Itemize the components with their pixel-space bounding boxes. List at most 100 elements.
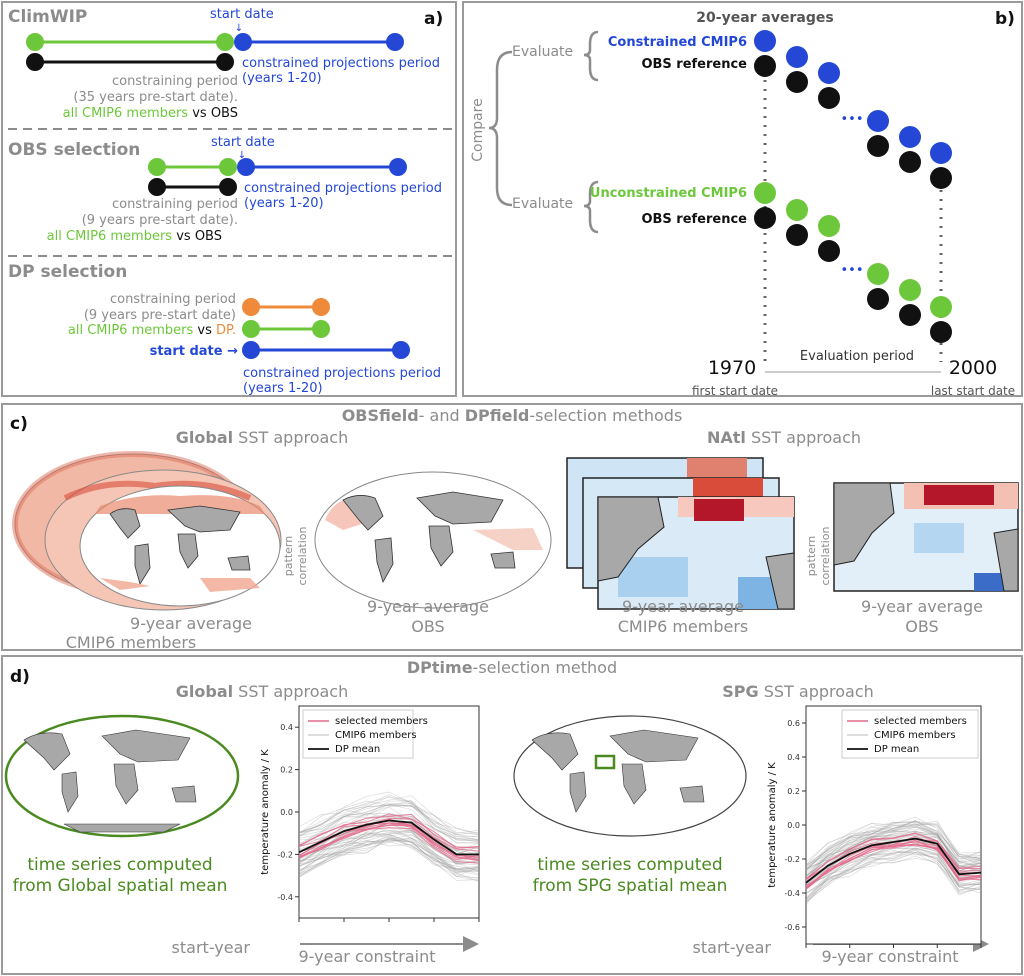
cmip-member-line [805,848,982,895]
dpsel-proj-line1: constrained projections period [243,366,441,381]
cmip-member-line [805,825,982,871]
dpsel-con-line2: (9 years pre-start date) [84,308,236,323]
climwip-vs: vs [192,106,207,121]
cmip-member-line [298,812,480,844]
obs-dot [867,288,889,310]
cmip-member-line [805,826,982,879]
natl-cmip-caption-2: CMIP6 members [618,617,749,636]
global-obs-map [314,471,552,609]
obssel-proj-line2: (years 1-20) [244,196,324,211]
global-sst-label-d: Global SST approach [176,682,348,701]
cmip-member-line [805,832,982,882]
panel-b-label: b) [995,9,1015,29]
cmip-member-line [805,847,982,900]
obssel-black-dot-end [219,178,237,196]
legend-cmip-label: CMIP6 members [335,730,417,741]
climwip-blue-dot-start [234,33,252,51]
selected-member-line [298,817,480,852]
cmip-member-line [298,834,480,875]
obs-dot [930,321,952,343]
global-obs-caption-2: OBS [411,617,444,636]
legend-selected-label: selected members [874,716,967,727]
y-tick-label: -0.4 [277,893,293,902]
spg-ts-caption-2: from SPG spatial mean [533,876,728,896]
global-region-map [4,714,240,838]
start-year-label-right: start-year [693,938,772,957]
cmip-member-line [805,854,982,903]
obs-ref-label-bottom: OBS reference [641,212,747,227]
obs-dot [818,87,840,109]
cmip-member-line [298,831,480,874]
dpsel-cmip: all CMIP6 members [68,323,194,338]
cmip-member-line [298,794,480,837]
cmip-member-line [805,820,982,867]
legend-selected-label: selected members [335,716,428,727]
compare-brace [488,50,513,207]
dpsel-compare-text: all CMIP6 members vs DP. [68,323,236,338]
dpsel-proj-line2: (years 1-20) [243,381,323,396]
constraint-label-right: 9-year constraint [821,947,958,966]
legend-dp-label: DP mean [335,744,380,755]
climwip-black-dot-start [26,53,44,71]
global-cmip-map [79,485,281,607]
unconstrained-dot [786,199,808,221]
cmip-member-line [805,822,982,865]
climwip-con-line1: constraining period [112,74,238,89]
dpsel-con-line1: constraining period [110,292,236,307]
cmip-member-line [805,851,982,895]
natl-cmip-caption-1: 9-year average [622,597,744,616]
climwip-blue-dot-end [386,33,404,51]
natl-obs-caption-1: 9-year average [861,597,983,616]
cmip-member-line [298,841,480,876]
obs-dot [754,55,776,77]
y-tick-label: 0.0 [787,821,800,830]
climwip-proj-line1: constrained projections period [242,56,440,71]
obssel-blue-dot-start [237,158,255,176]
obs-dot [754,207,776,229]
cmip-member-line [298,835,480,881]
selected-member-line [805,843,982,889]
dpsel-green-dot-start [242,320,260,338]
pattern-corr-label-2a: pattern [805,536,818,576]
start-year-label-left: start-year [172,938,251,957]
obs-dots-bottom [754,207,952,343]
global-sst-label-c: Global SST approach [176,428,348,447]
unconstrained-dots [754,182,952,318]
spg-box [594,754,616,770]
constrained-dot [899,126,921,148]
cmip-member-line [298,795,480,835]
y-tick-label: -0.2 [784,855,800,864]
ellipsis-blue-bottom: ••• [840,263,863,278]
cmip-member-line [805,847,982,903]
constraint-label-left: 9-year constraint [298,947,435,966]
cmip-member-line [805,825,982,865]
climwip-cmip: all CMIP6 members [63,106,189,121]
unconstrained-dot [867,263,889,285]
evaluate-label-top: Evaluate [512,44,573,60]
unconstrained-dot [930,296,952,318]
cmip-member-line [805,820,982,867]
cmip-member-line [805,858,982,906]
cmip-member-line [805,821,982,871]
cmip-member-line [805,850,982,900]
cmip-member-line [298,800,480,838]
y-tick-label: -0.2 [277,850,293,859]
evaluate-brace-top [583,30,599,82]
dpsel-dp: DP. [216,323,236,338]
constrained-dot [786,46,808,68]
constrained-dot [867,110,889,132]
cmip-member-line [805,843,982,890]
constrained-dot [818,62,840,84]
obs-dot [786,224,808,246]
cmip-member-line [805,825,982,869]
obssel-cmip: all CMIP6 members [47,229,173,244]
global-cmip-caption-2: CMIP6 members [66,633,197,652]
dp-mean-line [298,819,479,856]
obs-dot [899,151,921,173]
y-tick-label: 0.2 [787,787,800,796]
natl-obs-map [833,482,1019,592]
obssel-green-dot-end [219,158,237,176]
cmip-member-line [298,830,480,870]
cmip-member-line [805,827,982,866]
cmip-member-line [298,838,480,878]
